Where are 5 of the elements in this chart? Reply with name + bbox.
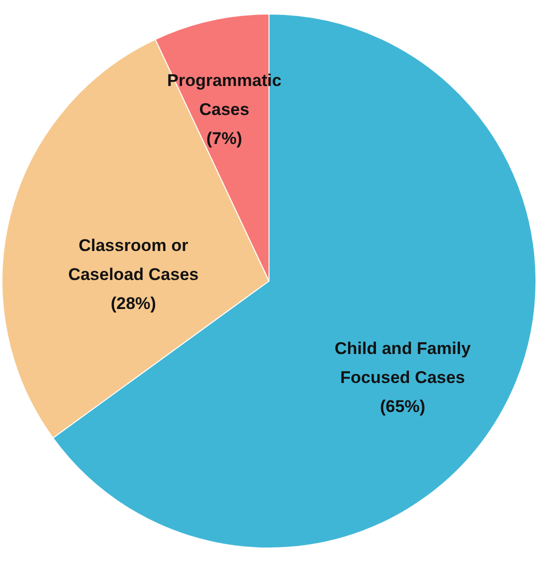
slice-label: Child and Family Focused Cases	[334, 339, 472, 388]
slice-label: Classroom or Caseload Cases	[68, 236, 199, 284]
data-label: (28%)	[110, 294, 156, 314]
data-label: (65%)	[380, 397, 426, 416]
data-label: (7%)	[206, 128, 242, 148]
